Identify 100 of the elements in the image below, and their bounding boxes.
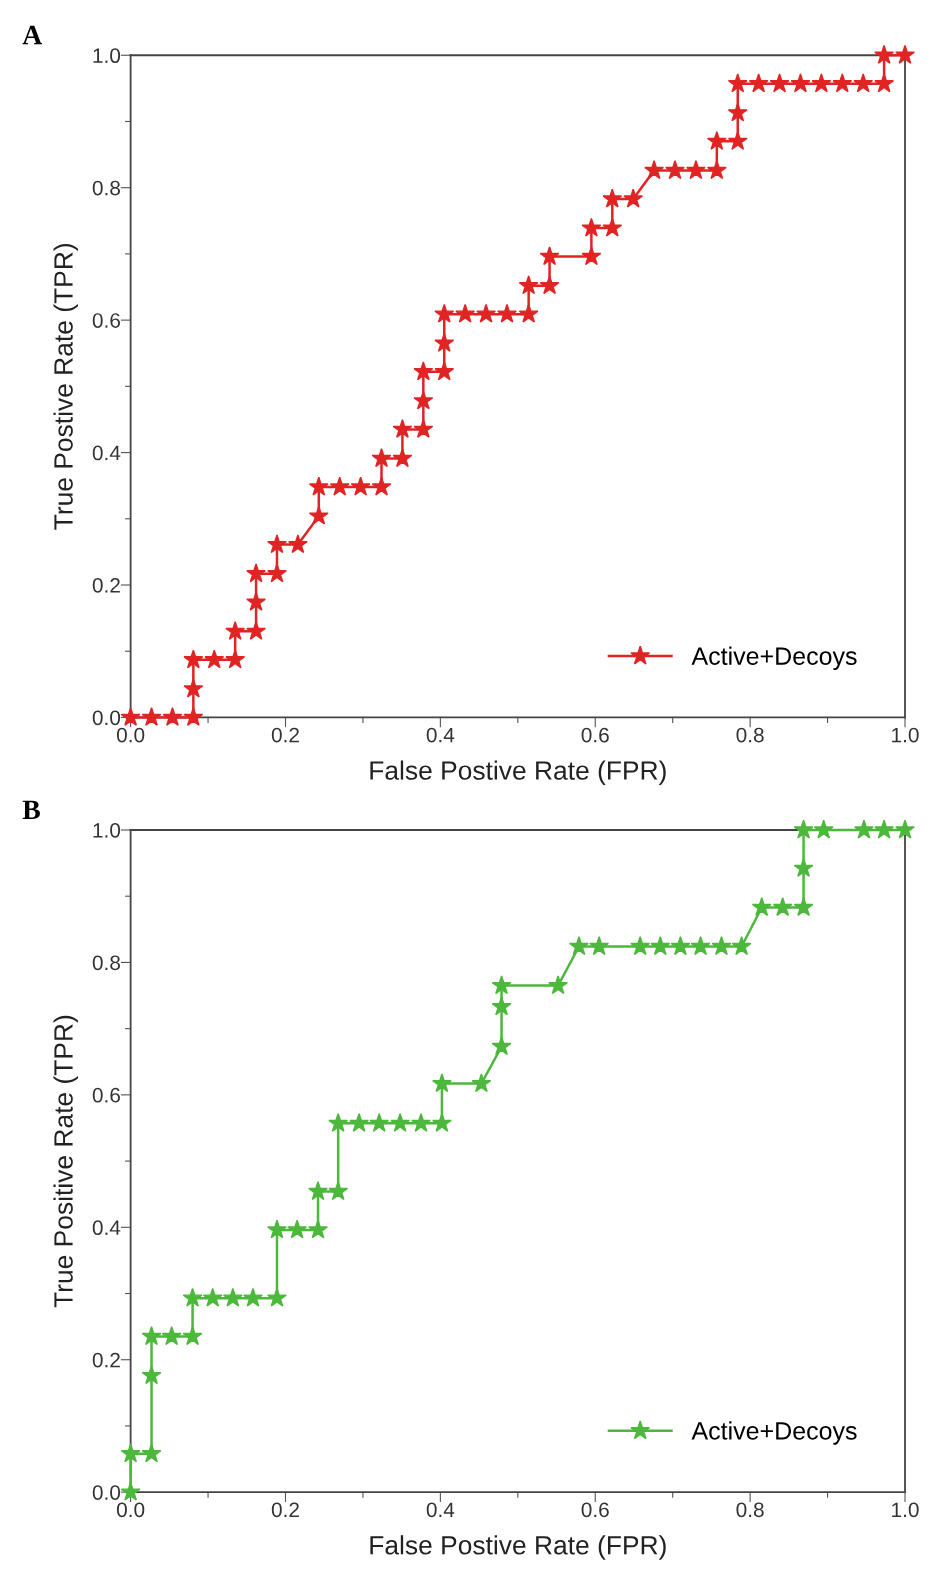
point	[308, 1219, 328, 1239]
point	[225, 620, 246, 640]
point	[392, 418, 413, 438]
x-tick-label: 0.2	[271, 727, 299, 743]
point	[727, 73, 748, 93]
x-tick-label: 0.2	[271, 1502, 299, 1518]
point	[455, 303, 476, 323]
point	[727, 102, 748, 122]
x-tick-label: 0.6	[581, 727, 609, 743]
point	[602, 188, 623, 208]
point	[769, 73, 790, 93]
point	[162, 707, 183, 726]
point	[328, 1181, 349, 1201]
point	[665, 160, 685, 180]
x-tick-label: 0.4	[426, 1502, 455, 1518]
point	[413, 361, 434, 381]
point	[772, 897, 793, 917]
point	[413, 390, 434, 410]
point	[371, 476, 392, 496]
point	[202, 1287, 223, 1307]
y-tick-label: 0.8	[92, 180, 120, 196]
point	[141, 1326, 162, 1346]
point	[670, 936, 691, 956]
point	[267, 563, 287, 583]
point	[650, 936, 671, 956]
point	[793, 897, 814, 917]
y-tick-label: 0.2	[92, 578, 120, 593]
point	[854, 819, 874, 839]
point	[225, 649, 246, 669]
point	[706, 130, 727, 150]
x-tick-label: 0.8	[736, 727, 764, 743]
x-tick-label: 1.0	[892, 1502, 919, 1518]
point	[853, 73, 874, 93]
y-tick-label: 0.6	[92, 1087, 120, 1103]
point	[731, 936, 752, 956]
point	[491, 975, 512, 995]
point	[287, 1219, 308, 1239]
point	[369, 1112, 390, 1132]
point	[434, 361, 455, 381]
point	[243, 1287, 263, 1307]
point	[644, 160, 665, 180]
point	[751, 897, 772, 917]
point	[748, 73, 769, 93]
point	[548, 975, 569, 995]
point	[392, 448, 413, 468]
point	[895, 44, 915, 64]
point	[895, 819, 915, 839]
point	[183, 649, 204, 669]
point	[182, 1326, 203, 1346]
chart-title: B	[22, 800, 40, 819]
y-tick-label: 0.4	[92, 445, 121, 461]
y-tick-label: 0.0	[92, 710, 121, 726]
point	[706, 160, 727, 180]
point	[308, 476, 329, 496]
y-tick-label: 0.4	[92, 1220, 121, 1236]
point	[246, 620, 267, 640]
point	[581, 217, 602, 237]
point	[690, 936, 711, 956]
point	[141, 1365, 162, 1385]
point	[141, 707, 162, 726]
x-tick-label: 0.0	[116, 727, 145, 743]
x-axis-title: False Postive Rate (FPR)	[370, 1535, 666, 1560]
point	[874, 44, 895, 64]
point	[349, 1112, 370, 1132]
point	[183, 707, 204, 726]
point	[793, 857, 814, 877]
x-tick-label: 0.6	[581, 1502, 609, 1518]
point	[630, 936, 651, 956]
point	[497, 303, 517, 323]
chart-title: A	[22, 25, 43, 45]
point	[581, 246, 602, 266]
point	[569, 936, 589, 956]
point	[328, 1112, 349, 1132]
y-axis-title: True Postive Rate (TPR)	[53, 244, 79, 530]
y-tick-label: 1.0	[93, 822, 121, 838]
point	[793, 819, 814, 839]
point	[874, 819, 895, 839]
point	[623, 188, 644, 208]
point	[267, 1219, 287, 1239]
point	[434, 303, 455, 323]
y-tick-label: 0.8	[92, 955, 120, 971]
point	[390, 1112, 411, 1132]
point	[589, 936, 610, 956]
point	[141, 1443, 162, 1463]
legend-label: Active+Decoys	[691, 1421, 857, 1445]
point	[727, 130, 748, 150]
point	[434, 332, 455, 352]
point	[431, 1112, 452, 1132]
point	[411, 1112, 431, 1132]
point	[491, 1036, 512, 1056]
point	[350, 476, 371, 496]
point	[120, 1481, 141, 1501]
point	[491, 996, 512, 1016]
x-tick-label: 0.4	[426, 727, 455, 743]
point	[471, 1073, 492, 1093]
y-tick-label: 1.0	[93, 48, 121, 64]
point	[539, 246, 560, 266]
point	[371, 448, 392, 468]
point	[120, 707, 141, 726]
point	[267, 1287, 287, 1307]
